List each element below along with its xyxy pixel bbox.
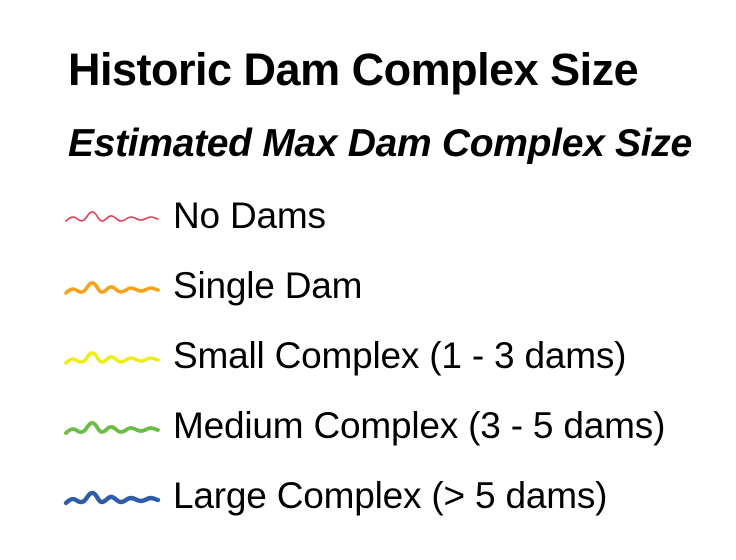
- legend-item-single-dam: Single Dam: [62, 261, 702, 311]
- legend-label-small-complex: Small Complex (1 - 3 dams): [173, 335, 627, 376]
- legend-swatch-medium-complex: [64, 421, 160, 435]
- legend-label-medium-complex: Medium Complex (3 - 5 dams): [173, 405, 666, 446]
- legend-swatch-small-complex: [64, 351, 160, 365]
- legend-label-single-dam: Single Dam: [173, 265, 363, 306]
- legend-subtitle: Estimated Max Dam Complex Size: [68, 122, 692, 165]
- wavy-line-icon: [64, 351, 160, 365]
- legend-swatch-single-dam: [64, 281, 160, 295]
- wavy-line-icon: [64, 421, 160, 435]
- legend-label-large-complex: Large Complex (> 5 dams): [173, 475, 608, 516]
- legend-item-no-dams: No Dams: [62, 191, 702, 241]
- legend-swatch-large-complex: [63, 490, 161, 506]
- legend-item-small-complex: Small Complex (1 - 3 dams): [62, 331, 702, 381]
- wavy-line-icon: [64, 281, 160, 295]
- legend-item-medium-complex: Medium Complex (3 - 5 dams): [62, 401, 702, 451]
- legend-label-no-dams: No Dams: [173, 195, 326, 236]
- legend-title: Historic Dam Complex Size: [68, 44, 639, 95]
- legend-swatch-no-dams: [65, 211, 159, 222]
- thin-wavy-line-icon: [65, 211, 159, 222]
- legend-item-large-complex: Large Complex (> 5 dams): [62, 471, 702, 521]
- thick-wavy-line-icon: [63, 490, 161, 506]
